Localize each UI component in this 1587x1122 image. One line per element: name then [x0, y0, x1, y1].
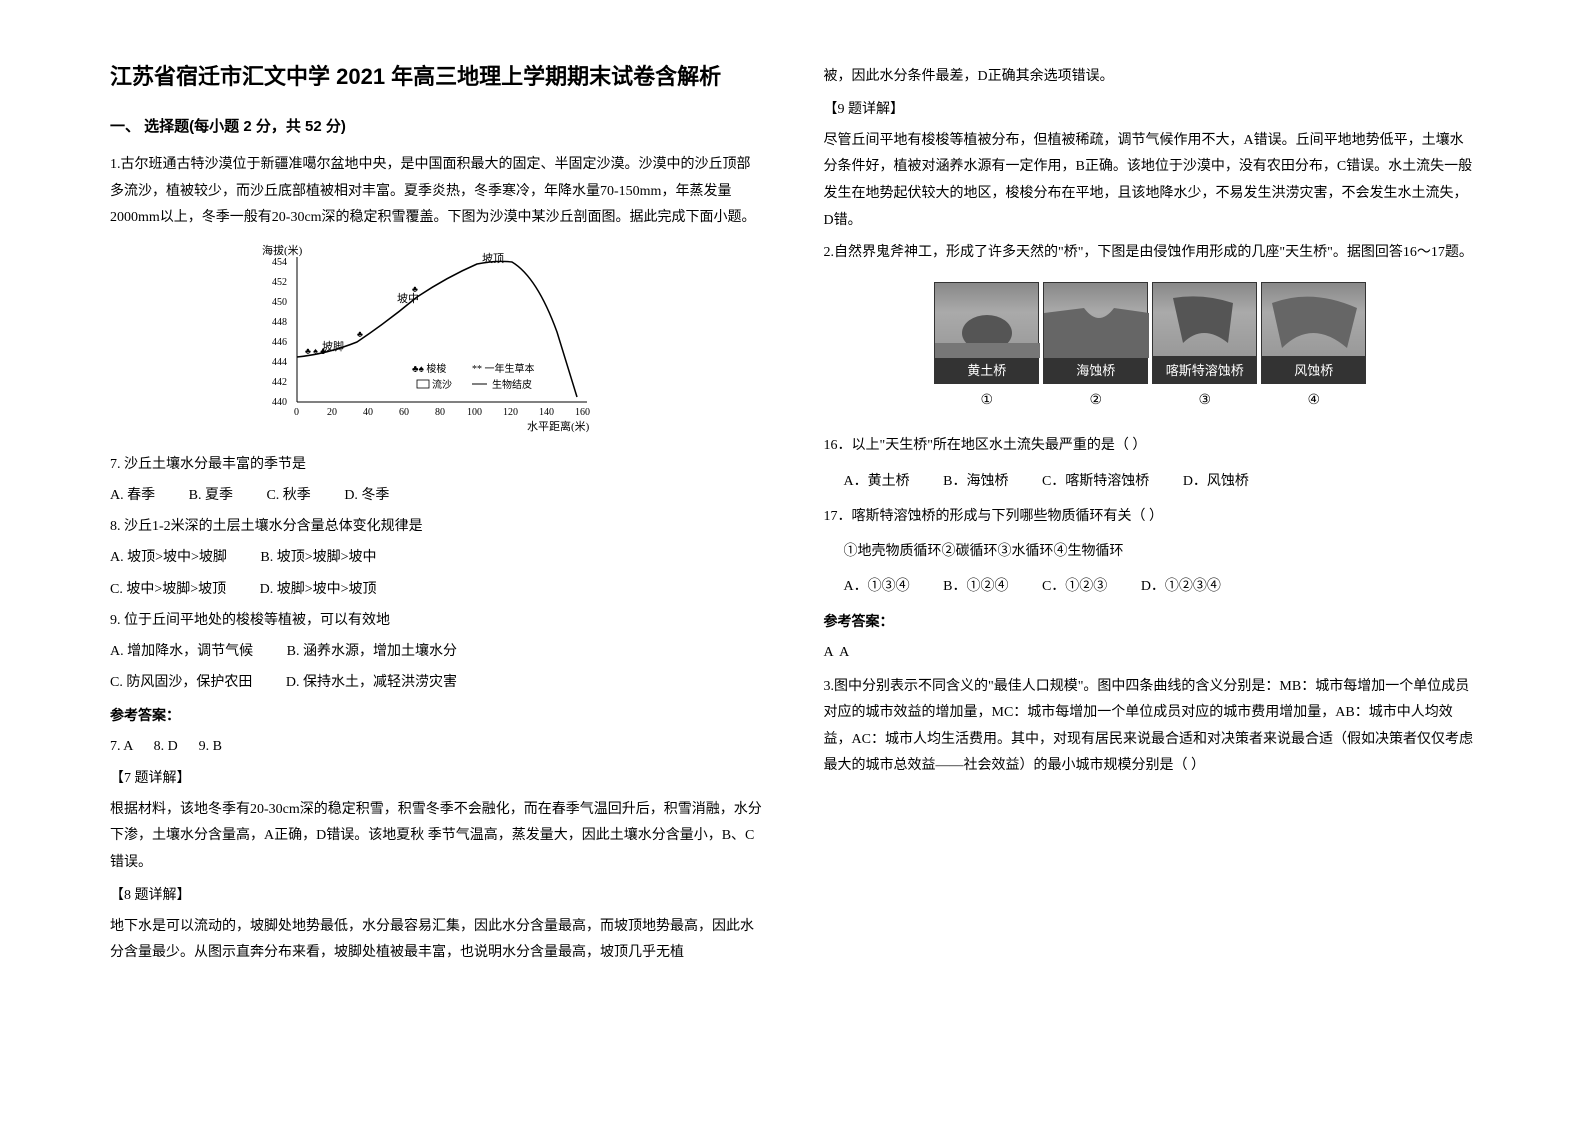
svg-text:水平距离(米): 水平距离(米) — [527, 419, 590, 433]
bridge-2: 海蚀桥 ② — [1043, 282, 1148, 414]
question-3: 3.图中分别表示不同含义的"最佳人口规模"。图中四条曲线的含义分别是：MB：城市… — [824, 674, 1478, 780]
bridge-4-label: 风蚀桥 — [1261, 357, 1366, 384]
option-17a: A．①③④ — [844, 574, 910, 599]
option-7b: B. 夏季 — [189, 483, 233, 508]
question-9: 9. 位于丘间平地处的梭梭等植被，可以有效地 — [110, 608, 764, 633]
question-7: 7. 沙丘土壤水分最丰富的季节是 — [110, 452, 764, 477]
dune-profile-chart: 海拔(米) 440 442 444 446 448 450 452 454 0 … — [257, 242, 617, 442]
exp8-text: 地下水是可以流动的，坡脚处地势最低，水分最容易汇集，因此水分含量最高，而坡顶地势… — [110, 914, 764, 967]
answers-789: 7. A 8. D 9. B — [110, 734, 764, 759]
option-16b: B．海蚀桥 — [943, 469, 1008, 494]
svg-text:160: 160 — [575, 407, 590, 418]
svg-text:坡顶: 坡顶 — [482, 252, 504, 265]
option-7d: D. 冬季 — [344, 483, 389, 508]
bridge-3: 喀斯特溶蚀桥 ③ — [1152, 282, 1257, 414]
svg-text:440: 440 — [272, 397, 287, 408]
answer-label-1: 参考答案： — [110, 703, 764, 728]
svg-text:♣: ♣ — [357, 329, 363, 339]
option-7a: A. 春季 — [110, 483, 155, 508]
question-8-options-row2: C. 坡中>坡脚>坡顶 D. 坡脚>坡中>坡顶 — [110, 577, 764, 602]
question-16-options: A．黄土桥 B．海蚀桥 C．喀斯特溶蚀桥 D．风蚀桥 — [844, 469, 1478, 494]
exp7-header: 【7 题详解】 — [110, 766, 764, 791]
svg-text:442: 442 — [272, 377, 287, 388]
question-9-options-row2: C. 防风固沙，保护农田 D. 保持水土，减轻洪涝灾害 — [110, 670, 764, 695]
svg-text:♣♠ 梭梭: ♣♠ 梭梭 — [412, 362, 446, 375]
bridge-4-image — [1261, 282, 1366, 357]
svg-text:140: 140 — [539, 407, 554, 418]
option-9b: B. 涵养水源，增加土壤水分 — [287, 639, 457, 664]
bridge-1-label: 黄土桥 — [934, 357, 1039, 384]
svg-text:446: 446 — [272, 337, 287, 348]
exp9-header: 【9 题详解】 — [824, 97, 1478, 122]
option-8d: D. 坡脚>坡中>坡顶 — [260, 577, 377, 602]
option-17b: B．①②④ — [943, 574, 1008, 599]
question-17-options: A．①③④ B．①②④ C．①②③ D．①②③④ — [844, 574, 1478, 599]
bridge-3-image — [1152, 282, 1257, 357]
col2-continuation: 被，因此水分条件最差，D正确其余选项错误。 — [824, 64, 1478, 91]
svg-text:80: 80 — [435, 407, 445, 418]
svg-text:♣: ♣ — [412, 284, 418, 294]
bridge-2-label: 海蚀桥 — [1043, 357, 1148, 384]
svg-text:流沙: 流沙 — [432, 378, 452, 391]
option-7c: C. 秋季 — [266, 483, 310, 508]
svg-text:** 一年生草本: ** 一年生草本 — [472, 362, 535, 375]
bridge-3-number: ③ — [1152, 388, 1257, 413]
option-16d: D．风蚀桥 — [1183, 469, 1249, 494]
svg-text:0: 0 — [294, 407, 299, 418]
option-8c: C. 坡中>坡脚>坡顶 — [110, 577, 226, 602]
question-8: 8. 沙丘1-2米深的土层土壤水分含量总体变化规律是 — [110, 514, 764, 539]
option-8b: B. 坡顶>坡脚>坡中 — [260, 545, 376, 570]
svg-text:454: 454 — [272, 257, 287, 268]
bridge-1: 黄土桥 ① — [934, 282, 1039, 414]
svg-text:♣ ♠ ♣: ♣ ♠ ♣ — [305, 346, 326, 356]
question-17-sub: ①地壳物质循环②碳循环③水循环④生物循环 — [844, 539, 1478, 564]
bridge-3-label: 喀斯特溶蚀桥 — [1152, 357, 1257, 384]
left-column: 江苏省宿迁市汇文中学 2021 年高三地理上学期期末试卷含解析 一、 选择题(每… — [80, 60, 794, 1062]
question-9-options-row1: A. 增加降水，调节气候 B. 涵养水源，增加土壤水分 — [110, 639, 764, 664]
svg-text:海拔(米): 海拔(米) — [262, 243, 303, 257]
svg-text:100: 100 — [467, 407, 482, 418]
section-header: 一、 选择题(每小题 2 分，共 52 分) — [110, 113, 764, 140]
option-16a: A．黄土桥 — [844, 469, 910, 494]
option-8a: A. 坡顶>坡中>坡脚 — [110, 545, 227, 570]
bridge-2-image — [1043, 282, 1148, 357]
question-2-intro: 2.自然界鬼斧神工，形成了许多天然的"桥"，下图是由侵蚀作用形成的几座"天生桥"… — [824, 240, 1478, 267]
exp9-text: 尽管丘间平地有梭梭等植被分布，但植被稀疏，调节气候作用不大，A错误。丘间平地地势… — [824, 128, 1478, 234]
svg-text:450: 450 — [272, 297, 287, 308]
bridge-4: 风蚀桥 ④ — [1261, 282, 1366, 414]
svg-text:452: 452 — [272, 277, 287, 288]
question-16: 16．以上"天生桥"所在地区水土流失最严重的是（ ） — [824, 433, 1478, 458]
svg-text:444: 444 — [272, 357, 287, 368]
svg-text:60: 60 — [399, 407, 409, 418]
question-17: 17．喀斯特溶蚀桥的形成与下列哪些物质循环有关（ ） — [824, 504, 1478, 529]
svg-text:120: 120 — [503, 407, 518, 418]
answer-label-2: 参考答案： — [824, 609, 1478, 634]
exp7-text: 根据材料，该地冬季有20-30cm深的稳定积雪，积雪冬季不会融化，而在春季气温回… — [110, 797, 764, 877]
svg-text:40: 40 — [363, 407, 373, 418]
answers-2: A A — [824, 640, 1478, 665]
question-1-intro: 1.古尔班通古特沙漠位于新疆准噶尔盆地中央，是中国面积最大的固定、半固定沙漠。沙… — [110, 152, 764, 232]
question-8-options-row1: A. 坡顶>坡中>坡脚 B. 坡顶>坡脚>坡中 — [110, 545, 764, 570]
question-7-options: A. 春季 B. 夏季 C. 秋季 D. 冬季 — [110, 483, 764, 508]
option-9d: D. 保持水土，减轻洪涝灾害 — [286, 670, 457, 695]
option-16c: C．喀斯特溶蚀桥 — [1042, 469, 1149, 494]
bridge-images-row: 黄土桥 ① 海蚀桥 ② 喀斯特溶蚀桥 ③ 风蚀桥 ④ — [824, 282, 1478, 414]
svg-text:448: 448 — [272, 317, 287, 328]
svg-text:生物结皮: 生物结皮 — [492, 378, 532, 391]
bridge-1-number: ① — [934, 388, 1039, 413]
option-9a: A. 增加降水，调节气候 — [110, 639, 253, 664]
bridge-4-number: ④ — [1261, 388, 1366, 413]
option-17d: D．①②③④ — [1141, 574, 1221, 599]
exp8-header: 【8 题详解】 — [110, 883, 764, 908]
bridge-1-image — [934, 282, 1039, 357]
right-column: 被，因此水分条件最差，D正确其余选项错误。 【9 题详解】 尽管丘间平地有梭梭等… — [794, 60, 1508, 1062]
option-17c: C．①②③ — [1042, 574, 1107, 599]
bridge-2-number: ② — [1043, 388, 1148, 413]
option-9c: C. 防风固沙，保护农田 — [110, 670, 252, 695]
svg-text:20: 20 — [327, 407, 337, 418]
document-title: 江苏省宿迁市汇文中学 2021 年高三地理上学期期末试卷含解析 — [110, 60, 764, 93]
